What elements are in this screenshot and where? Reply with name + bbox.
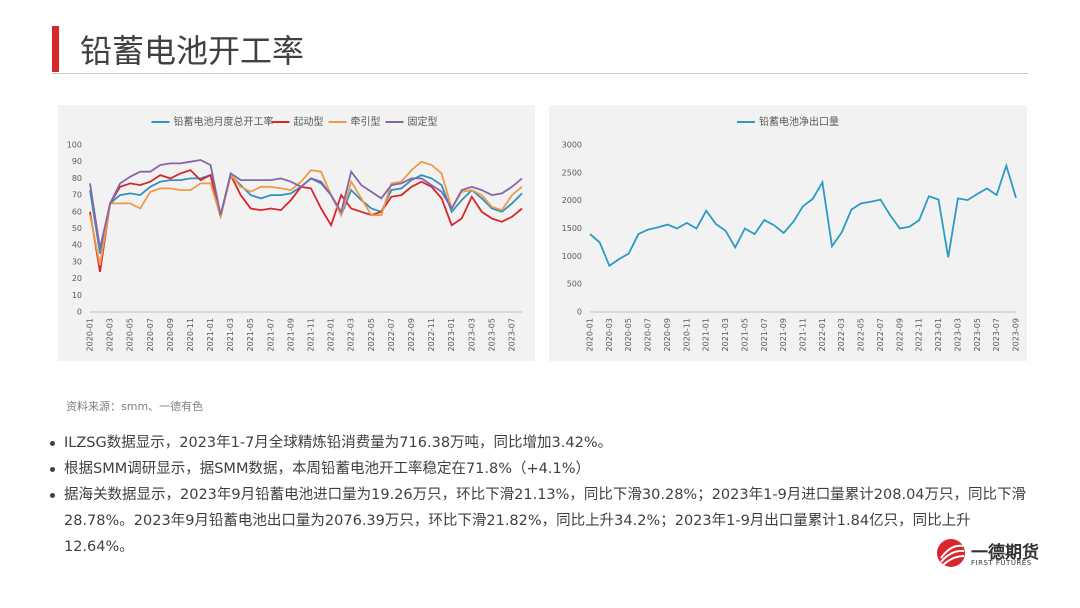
- legend-label: 铅蓄电池月度总开工率: [174, 115, 274, 128]
- series-line: [589, 162, 1017, 268]
- x-tick-label: 2022-01: [327, 318, 336, 351]
- x-tick-label: 2022-09: [895, 318, 904, 351]
- x-tick-label: 2020-09: [663, 318, 672, 351]
- x-tick-label: 2023-01: [447, 318, 456, 351]
- x-tick-label: 2022-03: [837, 318, 846, 351]
- source-note: 资料来源：smm、一德有色: [66, 400, 204, 413]
- logo: 一德期货 FIRST FUTURES: [935, 536, 1045, 570]
- x-tick-label: 2021-03: [721, 318, 730, 351]
- y-tick-label: 2000: [562, 196, 582, 205]
- bullet: ILZSG数据显示，2023年1-7月全球精炼铅消费量为716.38万吨，同比增…: [46, 430, 1036, 456]
- x-tick-label: 2022-09: [407, 318, 416, 351]
- title-accent: [52, 26, 59, 72]
- x-tick-label: 2021-07: [760, 318, 769, 351]
- bullet-list: ILZSG数据显示，2023年1-7月全球精炼铅消费量为716.38万吨，同比增…: [46, 430, 1036, 560]
- y-tick-label: 0: [77, 308, 82, 317]
- y-tick-label: 10: [72, 291, 82, 300]
- y-tick-label: 100: [67, 141, 82, 150]
- x-tick-label: 2023-03: [953, 318, 962, 351]
- x-tick-label: 2020-03: [106, 318, 115, 351]
- title-rule: [52, 73, 1028, 74]
- x-tick-label: 2022-11: [427, 318, 436, 351]
- x-tick-label: 2020-01: [586, 318, 595, 351]
- x-tick-label: 2021-05: [246, 318, 255, 351]
- x-tick-label: 2022-07: [876, 318, 885, 351]
- x-tick-label: 2022-11: [915, 318, 924, 351]
- x-tick-label: 2023-03: [467, 318, 476, 351]
- logo-icon: [937, 539, 965, 567]
- x-tick-label: 2020-07: [644, 318, 653, 351]
- x-tick-label: 2020-07: [146, 318, 155, 351]
- y-tick-label: 80: [72, 174, 82, 183]
- series-line: [89, 169, 523, 273]
- x-tick-label: 2023-07: [507, 318, 516, 351]
- y-tick-label: 60: [72, 207, 82, 216]
- series-line: [89, 159, 523, 249]
- x-tick-label: 2023-01: [934, 318, 943, 351]
- x-tick-label: 2022-05: [857, 318, 866, 351]
- legend-label: 铅蓄电池净出口量: [759, 115, 839, 128]
- y-tick-label: 1500: [562, 224, 582, 233]
- logo-english: FIRST FUTURES: [971, 559, 1032, 567]
- x-tick-label: 2022-05: [367, 318, 376, 351]
- x-tick-label: 2020-05: [624, 318, 633, 351]
- x-tick-label: 2020-05: [126, 318, 135, 351]
- bullet: 据海关数据显示，2023年9月铅蓄电池进口量为19.26万只，环比下滑21.13…: [46, 482, 1036, 560]
- x-tick-label: 2021-05: [740, 318, 749, 351]
- x-tick-label: 2021-01: [702, 318, 711, 351]
- y-tick-label: 30: [72, 257, 82, 266]
- x-tick-label: 2021-11: [307, 318, 316, 351]
- x-tick-label: 2022-03: [347, 318, 356, 351]
- x-tick-label: 2022-01: [818, 318, 827, 351]
- x-tick-label: 2022-07: [387, 318, 396, 351]
- y-tick-label: 500: [567, 280, 582, 289]
- x-tick-label: 2020-09: [166, 318, 175, 351]
- y-tick-label: 0: [577, 308, 582, 317]
- x-tick-label: 2021-07: [266, 318, 275, 351]
- legend-label: 牵引型: [351, 115, 381, 128]
- logo-name: 一德期货: [971, 543, 1039, 563]
- y-tick-label: 1000: [562, 252, 582, 261]
- y-tick-label: 20: [72, 274, 82, 283]
- x-tick-label: 2021-01: [206, 318, 215, 351]
- x-tick-label: 2023-09: [1012, 318, 1021, 351]
- x-tick-label: 2023-07: [992, 318, 1001, 351]
- x-tick-label: 2020-03: [605, 318, 614, 351]
- chart-panel: [549, 105, 1027, 361]
- x-tick-label: 2023-05: [487, 318, 496, 351]
- chart-panel: [58, 105, 535, 361]
- y-tick-label: 40: [72, 241, 82, 250]
- series-line: [89, 160, 523, 266]
- x-tick-label: 2020-11: [682, 318, 691, 351]
- slide-title: 铅蓄电池开工率: [80, 32, 305, 70]
- y-tick-label: 3000: [562, 141, 582, 150]
- y-tick-label: 90: [72, 157, 82, 166]
- x-tick-label: 2023-05: [973, 318, 982, 351]
- x-tick-label: 2020-01: [86, 318, 95, 351]
- x-tick-label: 2020-11: [186, 318, 195, 351]
- legend-label: 起动型: [294, 115, 324, 128]
- bullet: 根据SMM调研显示，据SMM数据，本周铅蓄电池开工率稳定在71.8%（+4.1%…: [46, 456, 1036, 482]
- x-tick-label: 2021-03: [226, 318, 235, 351]
- charts: 0 10 20 30 40 50 60 70 80 90 100 2020-01 2020-03 2020…: [58, 105, 1027, 361]
- y-tick-label: 50: [72, 224, 82, 233]
- y-tick-label: 70: [72, 191, 82, 200]
- x-tick-label: 2021-09: [779, 318, 788, 351]
- x-tick-label: 2021-11: [799, 318, 808, 351]
- legend-label: 固定型: [408, 115, 438, 128]
- y-tick-label: 2500: [562, 168, 582, 177]
- x-tick-label: 2021-09: [286, 318, 295, 351]
